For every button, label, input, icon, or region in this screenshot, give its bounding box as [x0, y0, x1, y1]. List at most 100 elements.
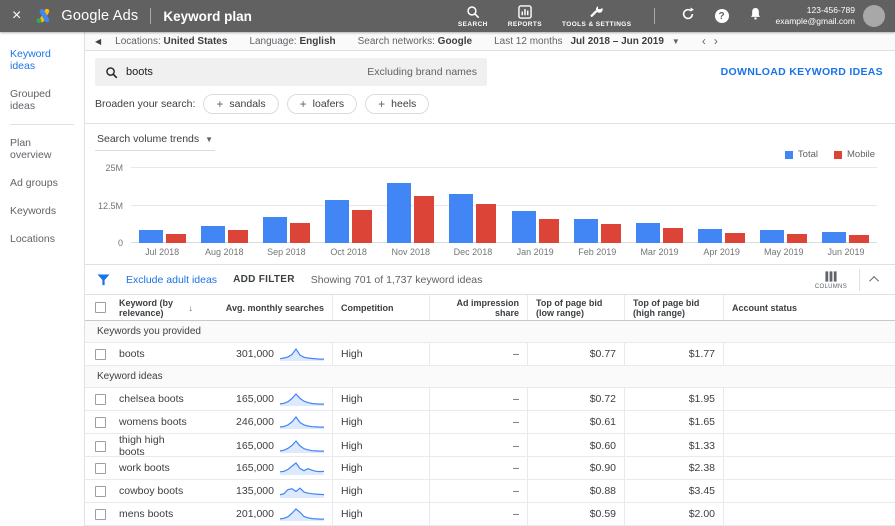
bar-group-feb-2019	[566, 167, 628, 244]
row-checkbox[interactable]	[94, 462, 106, 474]
locations-label: Locations:	[115, 35, 161, 47]
avg-monthly-searches-cell: 165,000	[201, 388, 333, 410]
row-checkbox[interactable]	[94, 440, 106, 452]
collapse-panel-icon[interactable]: ◀	[95, 36, 102, 46]
bar-mobile	[662, 228, 683, 244]
col-header-keyword[interactable]: Keyword (by relevance) ↓	[119, 297, 194, 318]
avatar[interactable]	[863, 5, 885, 27]
x-tick-label: Jul 2018	[145, 247, 180, 258]
keyword-cell: thigh high boots	[119, 434, 165, 458]
download-keyword-ideas-button[interactable]: DOWNLOAD KEYWORD IDEAS	[720, 66, 883, 79]
filter-funnel-icon[interactable]	[97, 273, 110, 286]
row-checkbox[interactable]	[94, 508, 106, 520]
sparkline-chart	[280, 392, 324, 406]
bar-total	[200, 226, 225, 244]
ad-impression-share-cell: –	[430, 457, 528, 479]
bid-low-cell: $0.72	[528, 388, 625, 410]
ad-impression-share-cell: –	[430, 388, 528, 410]
sidebar-item-grouped-ideas[interactable]: Grouped ideas	[10, 88, 51, 112]
competition-cell: High	[333, 434, 430, 458]
next-period-button[interactable]: ›	[713, 34, 718, 49]
select-all-checkbox[interactable]	[94, 302, 106, 313]
x-tick-label: Dec 2018	[453, 247, 493, 258]
google-ads-logo[interactable]: Google Ads	[35, 7, 138, 25]
sidebar-item-plan-overview[interactable]: Plan overview	[10, 137, 52, 161]
ad-impression-share-cell: –	[430, 434, 528, 458]
broaden-search-row: Broaden your search: + sandals + loafers + he…	[85, 91, 895, 125]
bid-low-cell: $0.61	[528, 411, 625, 433]
bid-high-cell: $1.95	[625, 388, 724, 410]
col-header-ad-impression-share[interactable]: Ad impression share	[430, 295, 528, 320]
competition-cell: High	[333, 388, 430, 410]
tools-settings-nav-button[interactable]: TOOLS & SETTINGS	[562, 5, 631, 28]
app-bar: × Google Ads Keyword plan SEARCH REPORTS	[0, 0, 895, 32]
avg-monthly-searches-cell: 201,000	[201, 503, 333, 525]
y-axis-labels: 25M 12.5M 0	[95, 163, 131, 248]
bar-total	[822, 232, 847, 244]
notifications-bell-icon[interactable]	[749, 7, 762, 26]
account-status-cell	[724, 480, 895, 502]
locations-value: United States	[163, 35, 228, 47]
bid-low-cell: $0.90	[528, 457, 625, 479]
chart-title-dropdown[interactable]: Search volume trends ▼	[95, 131, 216, 152]
col-header-competition[interactable]: Competition	[333, 295, 430, 320]
results-count-text: Showing 701 of 1,737 keyword ideas	[310, 273, 483, 286]
keyword-cell: womens boots	[119, 416, 187, 428]
row-checkbox[interactable]	[94, 485, 106, 497]
chevron-down-icon: ▼	[671, 36, 680, 46]
prev-period-button[interactable]: ‹	[701, 34, 706, 49]
x-tick-label: Feb 2019	[578, 247, 617, 258]
col-header-bid-low[interactable]: Top of page bid (low range)	[528, 295, 625, 320]
brand-exclusion-label[interactable]: Excluding brand names	[367, 66, 477, 79]
account-status-cell	[724, 457, 895, 479]
sidebar-item-locations[interactable]: Locations	[10, 233, 55, 245]
bar-group-mar-2019	[628, 167, 690, 244]
bid-high-cell: $1.77	[625, 343, 724, 365]
bar-group-oct-2018	[318, 167, 380, 244]
ad-impression-share-cell: –	[430, 503, 528, 525]
date-range-selector[interactable]: Last 12 months Jul 2018 – Jun 2019 ▼	[494, 36, 680, 47]
keyword-search-input[interactable]: boots Excluding brand names	[95, 58, 487, 87]
bar-total	[635, 223, 660, 244]
sidebar-item-ad-groups[interactable]: Ad groups	[10, 177, 58, 189]
sidebar-item-keyword-ideas[interactable]: Keyword ideas	[10, 48, 51, 72]
date-range-value: Jul 2018 – Jun 2019	[570, 35, 664, 47]
competition-cell: High	[333, 411, 430, 433]
reports-nav-button[interactable]: REPORTS	[508, 4, 542, 28]
row-checkbox[interactable]	[94, 393, 106, 405]
add-filter-button[interactable]: ADD FILTER	[233, 274, 295, 286]
sort-descending-icon: ↓	[188, 302, 194, 313]
help-icon[interactable]: ?	[714, 9, 729, 23]
bar-mobile	[600, 224, 621, 244]
chart-legend: Total Mobile	[784, 149, 875, 160]
broaden-chip-sandals[interactable]: + sandals	[203, 94, 279, 115]
locations-filter[interactable]: Locations: United States	[115, 36, 227, 47]
bar-mobile	[165, 234, 186, 244]
collapse-chart-icon[interactable]	[869, 275, 880, 286]
sparkline-chart	[280, 347, 324, 361]
row-checkbox[interactable]	[94, 348, 106, 360]
row-checkbox[interactable]	[94, 416, 106, 428]
col-header-bid-high[interactable]: Top of page bid (high range)	[625, 295, 724, 320]
refresh-icon[interactable]	[681, 7, 695, 25]
col-header-account-status[interactable]: Account status	[732, 302, 798, 313]
columns-button[interactable]: COLUMNS	[815, 270, 847, 290]
search-icon	[106, 66, 118, 78]
language-value: English	[299, 35, 336, 47]
exclude-adult-ideas-filter[interactable]: Exclude adult ideas	[126, 273, 218, 286]
x-tick-label: Sep 2018	[267, 247, 306, 258]
broaden-chip-loafers[interactable]: + loafers	[286, 94, 358, 115]
sparkline-chart	[280, 461, 324, 475]
search-nav-button[interactable]: SEARCH	[458, 5, 488, 28]
language-filter[interactable]: Language: English	[249, 36, 335, 47]
networks-filter[interactable]: Search networks: Google	[358, 36, 473, 47]
chart-title: Search volume trends	[97, 133, 200, 146]
close-icon[interactable]: ×	[12, 7, 22, 24]
x-tick-label: Nov 2018	[391, 247, 431, 258]
bar-mobile	[227, 230, 248, 244]
sidebar-item-keywords[interactable]: Keywords	[10, 205, 57, 217]
bar-group-dec-2018	[442, 167, 504, 244]
broaden-chip-heels[interactable]: + heels	[365, 94, 430, 115]
bid-low-cell: $0.88	[528, 480, 625, 502]
col-header-avg-monthly-searches[interactable]: Avg. monthly searches	[201, 295, 333, 320]
